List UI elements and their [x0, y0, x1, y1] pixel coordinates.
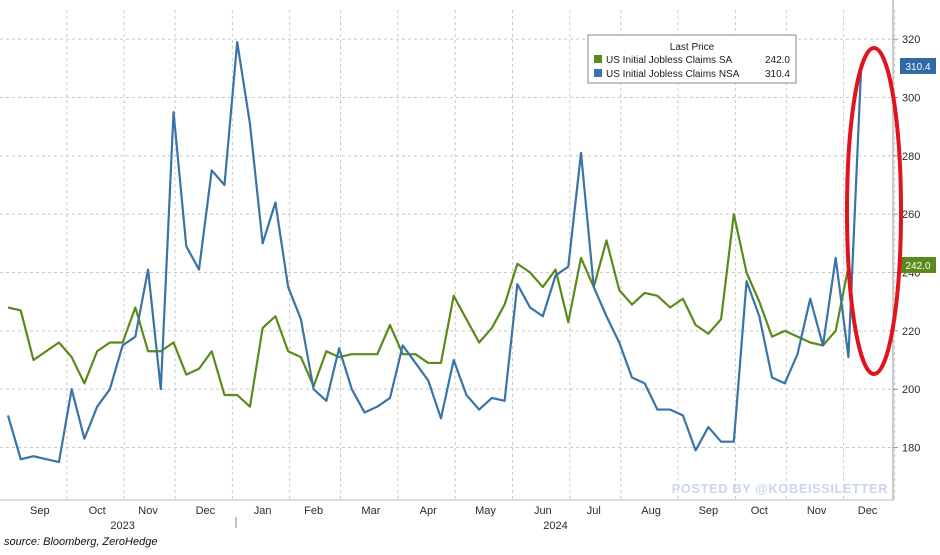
legend-label-sa: US Initial Jobless Claims SA	[606, 55, 732, 66]
x-tick-label: Mar	[361, 505, 380, 517]
series-line-sa	[7, 213, 850, 408]
x-tick-label: Nov	[138, 505, 158, 517]
legend: Last Price US Initial Jobless Claims SA …	[587, 34, 797, 84]
y-tick-label: 180	[902, 443, 920, 455]
legend-title: Last Price	[670, 42, 715, 53]
legend-swatch-nsa	[594, 69, 602, 77]
y-tick-label: 320	[902, 34, 920, 46]
x-tick-label: Aug	[641, 505, 661, 517]
series-layer	[6, 40, 863, 464]
x-tick-label: Jul	[587, 505, 601, 517]
y-tick-label: 260	[902, 209, 920, 221]
x-tick-label: Sep	[699, 505, 719, 517]
x-tick-label: Oct	[751, 505, 768, 517]
year-label: 2024	[543, 520, 567, 532]
legend-label-nsa: US Initial Jobless Claims NSA	[606, 69, 740, 80]
legend-swatch-sa	[594, 55, 602, 63]
year-label: 2023	[110, 520, 134, 532]
badge-sa: 242.0	[900, 257, 936, 273]
y-tick-label: 300	[902, 93, 920, 105]
legend-value-nsa: 310.4	[765, 69, 790, 80]
y-tick-label: 220	[902, 326, 920, 338]
badge-sa-text: 242.0	[905, 261, 930, 272]
x-tick-label: Oct	[89, 505, 106, 517]
x-tick-label: Dec	[858, 505, 878, 517]
x-tick-label: Nov	[807, 505, 827, 517]
y-tick-label: 280	[902, 151, 920, 163]
badge-nsa: 310.4	[900, 58, 936, 74]
x-tick-label: Apr	[420, 505, 437, 517]
x-tick-label: May	[475, 505, 496, 517]
watermark-text: POSTED BY @KOBEISSILETTER	[672, 481, 888, 496]
source-text: source: Bloomberg, ZeroHedge	[4, 536, 157, 548]
series-line-nsa	[6, 40, 863, 464]
badge-nsa-text: 310.4	[905, 62, 930, 73]
x-tick-label: Feb	[304, 505, 323, 517]
x-tick-label: Jan	[254, 505, 272, 517]
y-tick-label: 200	[902, 384, 920, 396]
x-tick-label: Sep	[30, 505, 50, 517]
x-tick-label: Dec	[196, 505, 216, 517]
legend-value-sa: 242.0	[765, 55, 790, 66]
highlight-ellipse	[845, 46, 903, 376]
x-axis: Sep Oct Nov Dec Jan Feb Mar Apr May Jun Jul Aug Sep O…	[0, 499, 893, 532]
x-tick-label: Jun	[534, 505, 552, 517]
